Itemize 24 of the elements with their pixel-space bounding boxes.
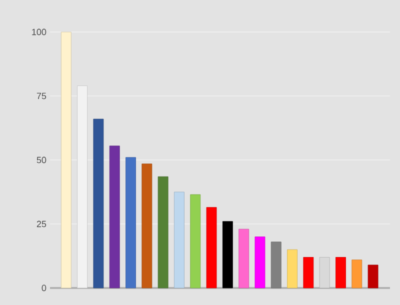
bar [109,146,120,288]
bar [287,249,298,288]
bar [303,257,314,288]
y-tick-label: 50 [36,156,46,164]
bar [206,207,217,288]
bar [254,236,266,288]
bar [77,86,88,288]
y-tick-label: 25 [36,220,46,228]
bar [368,264,378,288]
bar [222,221,233,288]
y-tick-label: 75 [36,92,46,100]
bar [158,176,168,288]
bar [336,257,346,288]
y-tick-label: 0 [42,284,46,292]
bar [60,32,72,288]
bar [352,260,362,288]
bar [238,228,250,288]
bar [126,157,136,288]
bar [270,242,282,288]
bar [174,192,184,288]
y-tick-label: 100 [32,28,46,36]
bar [142,164,152,288]
bar [93,118,104,288]
bar [190,194,201,288]
